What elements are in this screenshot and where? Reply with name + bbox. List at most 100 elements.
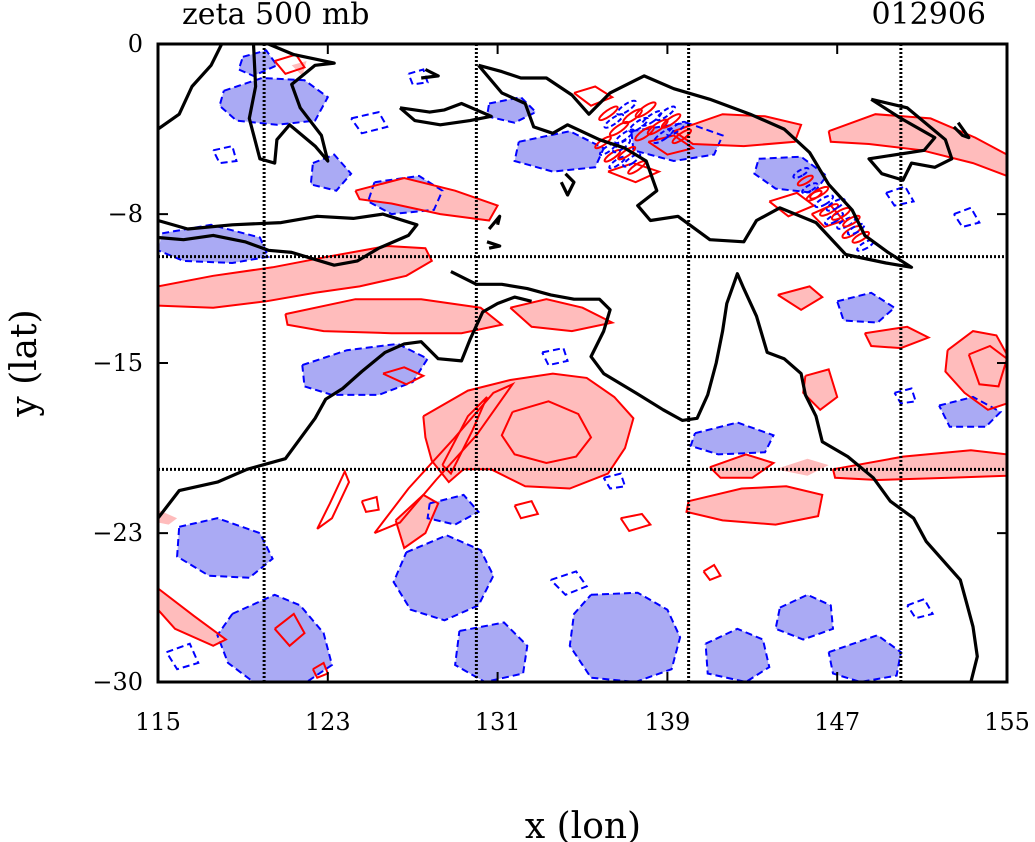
vorticity-ripple <box>660 113 682 129</box>
negative-vorticity-contour <box>212 144 238 165</box>
negative-vorticity-contour <box>541 346 569 367</box>
title-right: 012906 <box>871 0 986 32</box>
negative-vorticity-region <box>690 422 774 455</box>
positive-vorticity-region <box>285 299 502 334</box>
negative-vorticity-contour <box>407 68 429 86</box>
y-tick-label: −8 <box>108 200 143 228</box>
coastline <box>486 240 502 250</box>
vorticity-ripple <box>598 142 617 156</box>
x-axis-label: x (lon) <box>525 806 641 842</box>
negative-vorticity-contour <box>602 472 627 490</box>
x-tick-label: 147 <box>814 708 860 736</box>
positive-vorticity-region <box>686 486 823 525</box>
positive-vorticity-region <box>355 178 498 221</box>
positive-vorticity-region <box>828 114 1007 176</box>
positive-vorticity-contour <box>441 396 488 476</box>
positive-vorticity-region <box>395 494 439 548</box>
positive-vorticity-contour <box>422 372 635 490</box>
negative-vorticity-region <box>705 628 770 682</box>
positive-vorticity-contour <box>354 176 500 222</box>
positive-vorticity-contour <box>500 400 593 465</box>
coastline <box>158 44 224 131</box>
y-tick-label: −23 <box>92 519 143 547</box>
coastline <box>487 214 502 231</box>
vorticity-ripple <box>640 109 663 127</box>
negative-vorticity-contour <box>753 155 828 194</box>
negative-vorticity-region <box>828 635 901 682</box>
negative-vorticity-contour <box>568 591 682 682</box>
vorticity-ripple <box>634 101 657 119</box>
coastline <box>450 270 979 682</box>
vorticity-ripple <box>616 99 637 116</box>
positive-vorticity-contour <box>967 344 1007 388</box>
negative-vorticity-contour <box>774 593 835 641</box>
positive-vorticity-contour <box>673 113 803 148</box>
coastline <box>477 63 914 269</box>
positive-vorticity-contour <box>702 563 722 582</box>
axis-tick-marks <box>157 43 1008 683</box>
x-tick-labels: 115 123 131 139 147 155 <box>135 708 1030 736</box>
vorticity-ripple <box>603 113 625 129</box>
coastline <box>952 121 971 140</box>
negative-vorticity-region <box>217 594 332 682</box>
negative-vorticity-contour <box>218 76 330 126</box>
vorticity-ripple <box>671 128 693 145</box>
negative-vorticity-contour <box>350 110 389 135</box>
positive-vorticity-region <box>945 331 1007 410</box>
positive-vorticity-contour <box>158 244 434 309</box>
negative-vorticity-contour <box>906 597 935 620</box>
negative-vorticity-contour <box>827 634 902 682</box>
positive-vorticity-region <box>510 299 613 332</box>
positive-vorticity-contour <box>284 298 505 335</box>
positive-vorticity-contour <box>685 485 824 526</box>
x-tick-label: 115 <box>135 708 181 736</box>
vorticity-ripple <box>634 125 655 142</box>
y-tick-label: −30 <box>92 668 143 696</box>
positive-vorticity-contour <box>513 500 540 520</box>
negative-vorticity-contour <box>454 621 529 682</box>
positive-vorticity-contour <box>832 449 1007 482</box>
y-axis-label: y (lat) <box>4 309 45 417</box>
negative-vorticity-region <box>238 50 277 76</box>
positive-vorticity-contour <box>863 325 931 350</box>
negative-vorticity-region <box>427 494 479 525</box>
negative-vorticity-contour <box>237 49 279 77</box>
positive-vorticity-region <box>833 450 1007 480</box>
coastline <box>158 212 419 267</box>
positive-vorticity-contour <box>827 113 1007 177</box>
negative-vorticity-contour <box>176 517 274 579</box>
positive-vorticity-region <box>158 588 226 646</box>
vorticity-ripple <box>814 194 835 209</box>
negative-vorticity-contour <box>426 493 481 526</box>
positive-vorticity-contour <box>573 85 615 107</box>
negative-vorticity-region <box>837 292 895 323</box>
vorticity-ripple <box>598 105 619 122</box>
vorticity-ripple <box>608 155 626 170</box>
positive-vorticity-region <box>423 373 634 489</box>
coastline <box>559 172 576 197</box>
vorticity-ripple <box>622 152 642 168</box>
vorticity-ripple <box>628 116 649 133</box>
positive-vorticity-contour <box>360 495 380 514</box>
negative-vorticity-region <box>158 224 269 263</box>
negative-vorticity-contour <box>158 223 270 265</box>
x-tick-label: 131 <box>475 708 521 736</box>
negative-vorticity-contour <box>216 593 334 682</box>
x-tick-label: 155 <box>984 708 1030 736</box>
positive-vorticity-region <box>803 369 838 410</box>
negative-vorticity-contour <box>366 174 444 216</box>
positive-vorticity-contour <box>273 53 307 75</box>
negative-vorticity-contour <box>836 291 897 324</box>
y-tick-label: 0 <box>128 30 143 58</box>
positive-vorticity-fills <box>158 61 1007 646</box>
vorticity-ripple <box>792 167 810 179</box>
negative-vorticity-contour <box>938 395 1003 428</box>
vorticity-ripple <box>622 108 643 125</box>
negative-vorticity-contour <box>704 627 771 682</box>
coastline <box>421 68 440 80</box>
negative-vorticity-contour <box>953 206 981 229</box>
negative-vorticity-contours <box>158 49 1003 682</box>
negative-vorticity-contour <box>549 570 589 596</box>
y-tick-label: −15 <box>92 349 143 377</box>
positive-vorticity-contours <box>158 53 1007 679</box>
